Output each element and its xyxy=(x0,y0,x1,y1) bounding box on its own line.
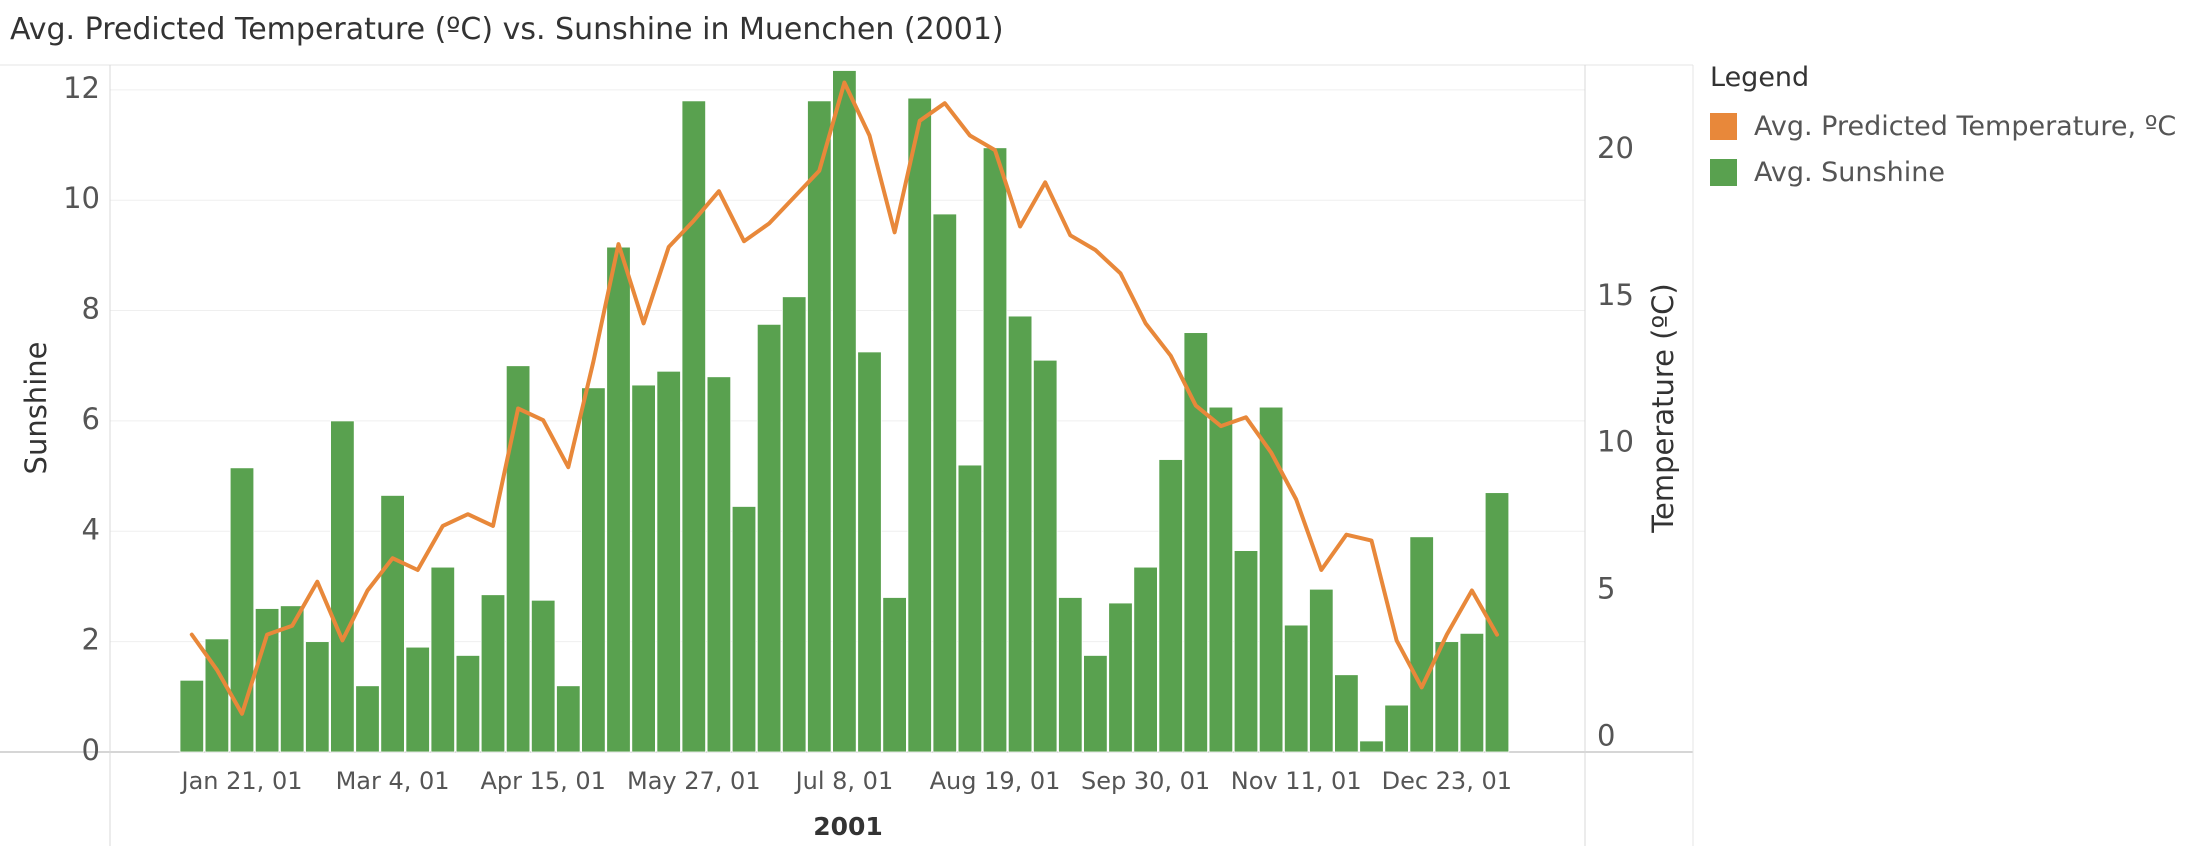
sunshine-bar xyxy=(1434,641,1460,753)
sunshine-bar xyxy=(430,566,456,753)
sunshine-bar xyxy=(1334,674,1359,753)
left-tick-label: 8 xyxy=(82,292,100,326)
sunshine-bar xyxy=(1007,315,1033,753)
left-tick-label: 0 xyxy=(82,733,100,767)
sunshine-bar xyxy=(807,100,832,753)
sunshine-bar xyxy=(380,495,405,753)
legend: Legend Avg. Predicted Temperature, ºC Av… xyxy=(1710,62,2176,195)
legend-label-temperature: Avg. Predicted Temperature, ºC xyxy=(1754,110,2177,142)
left-tick-label: 2 xyxy=(82,623,100,657)
sunshine-bar xyxy=(179,679,205,753)
sunshine-bar xyxy=(531,599,556,753)
sunshine-bar xyxy=(957,464,983,753)
sunshine-bar xyxy=(1083,655,1108,753)
x-tick-label: Dec 23, 01 xyxy=(1382,767,1512,795)
sunshine-bar xyxy=(1033,359,1058,753)
x-tick-label: Nov 11, 01 xyxy=(1231,767,1362,795)
sunshine-bar xyxy=(681,100,707,753)
sunshine-bar xyxy=(355,685,380,753)
sunshine-bar xyxy=(305,641,330,753)
legend-title: Legend xyxy=(1710,62,1810,93)
sunshine-bar xyxy=(480,594,506,753)
sunshine-bar xyxy=(1133,566,1158,753)
right-tick-label: 0 xyxy=(1597,718,1615,752)
sunshine-bar xyxy=(882,597,907,753)
legend-item-temperature[interactable]: Avg. Predicted Temperature, ºC xyxy=(1710,103,2176,149)
temperature-line xyxy=(189,80,1499,716)
x-tick-label: Apr 15, 01 xyxy=(480,767,605,795)
sunshine-bar xyxy=(1058,597,1083,753)
sunshine-bar xyxy=(706,376,732,753)
x-tick-label: Sep 30, 01 xyxy=(1081,767,1210,795)
sunshine-bar xyxy=(1108,602,1133,753)
right-tick-label: 20 xyxy=(1597,131,1634,165)
right-tick-label: 10 xyxy=(1597,425,1634,459)
sunshine-bar xyxy=(606,246,631,753)
axes: 0 2 4 6 8 10 12 0 5 10 15 20 Jan 21, 01 Mar 4, 01 Apr … xyxy=(19,71,1680,841)
sunshine-bar xyxy=(1208,406,1234,753)
x-tick-label: Aug 19, 01 xyxy=(930,767,1061,795)
sunshine-bars xyxy=(179,70,1510,753)
left-tick-label: 12 xyxy=(63,71,100,105)
right-axis-title: Temperature (ºC) xyxy=(1646,283,1680,533)
sunshine-bar xyxy=(455,655,481,753)
sunshine-bar xyxy=(204,638,230,753)
left-axis-title: Sunshine xyxy=(19,342,53,475)
right-tick-label: 15 xyxy=(1597,278,1634,312)
sunshine-bar xyxy=(832,70,857,753)
x-tick-label: Jan 21, 01 xyxy=(180,767,303,795)
sunshine-bar xyxy=(581,387,606,753)
temperature-line-group xyxy=(189,80,1499,716)
sunshine-bar xyxy=(756,323,782,753)
sunshine-bar xyxy=(1183,332,1209,753)
chart-title: Avg. Predicted Temperature (ºC) vs. Suns… xyxy=(10,12,1004,47)
sunshine-bar xyxy=(1258,406,1284,753)
legend-swatch-temperature xyxy=(1710,112,1737,140)
sunshine-bar xyxy=(229,467,255,753)
legend-swatch-sunshine xyxy=(1710,158,1737,186)
left-tick-label: 4 xyxy=(82,512,100,546)
left-tick-label: 6 xyxy=(82,402,100,436)
right-tick-label: 5 xyxy=(1597,572,1615,606)
sunshine-bar xyxy=(1309,588,1334,753)
sunshine-bar xyxy=(405,646,430,753)
x-tick-label: Mar 4, 01 xyxy=(336,767,450,795)
left-tick-label: 10 xyxy=(63,181,100,215)
sunshine-bar xyxy=(1359,740,1384,753)
sunshine-bar xyxy=(1158,459,1183,753)
sunshine-bar xyxy=(1233,550,1259,753)
legend-item-sunshine[interactable]: Avg. Sunshine xyxy=(1710,149,2176,195)
sunshine-bar xyxy=(505,365,531,753)
sunshine-bar xyxy=(731,506,757,753)
sunshine-bar xyxy=(1384,704,1409,753)
legend-label-sunshine: Avg. Sunshine xyxy=(1754,156,1945,188)
x-axis-title: 2001 xyxy=(813,812,883,841)
sunshine-bar xyxy=(1284,624,1309,753)
sunshine-bar xyxy=(907,97,932,753)
sunshine-bar xyxy=(656,370,681,753)
sunshine-bar xyxy=(782,296,807,753)
x-tick-label: Jul 8, 01 xyxy=(794,767,894,795)
sunshine-bar xyxy=(1459,632,1485,753)
sunshine-bar xyxy=(857,351,882,753)
sunshine-bar xyxy=(556,685,581,753)
sunshine-bar xyxy=(631,384,656,753)
sunshine-bar xyxy=(932,213,958,753)
sunshine-bar xyxy=(279,605,305,753)
sunshine-bar xyxy=(1484,492,1510,753)
sunshine-bar xyxy=(1409,536,1434,753)
sunshine-bar xyxy=(254,608,280,753)
sunshine-bar xyxy=(330,420,355,753)
sunshine-bar xyxy=(982,147,1008,753)
x-tick-label: May 27, 01 xyxy=(627,767,761,795)
